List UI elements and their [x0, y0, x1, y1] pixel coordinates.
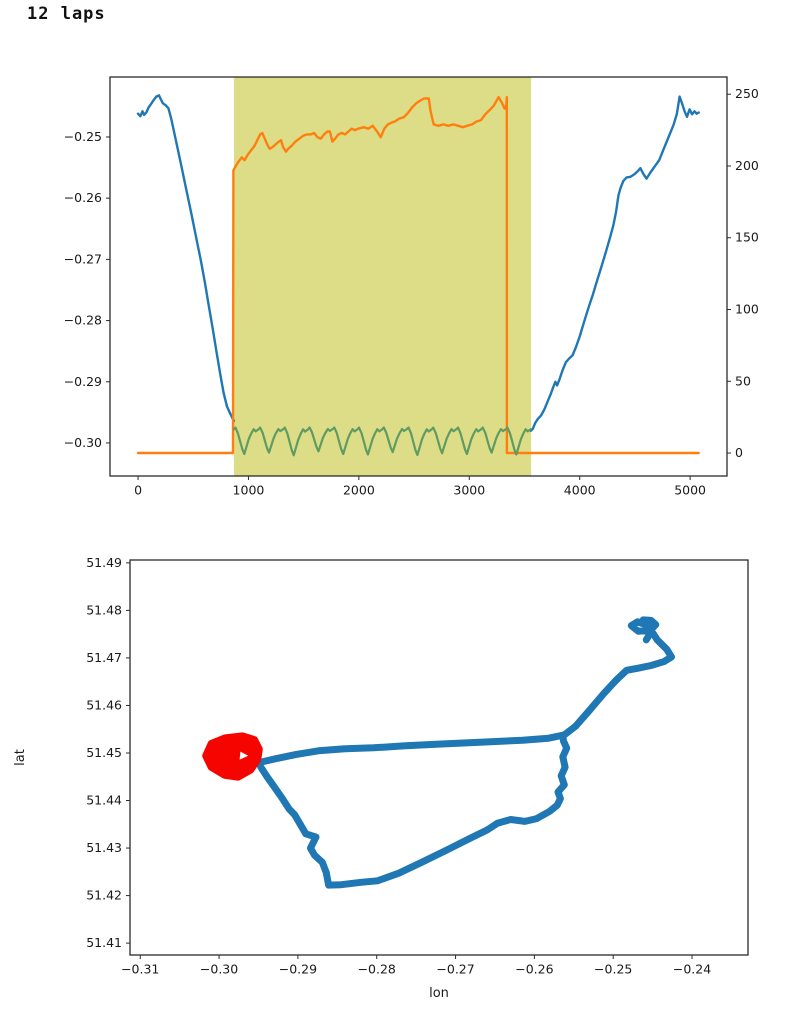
bottom-chart-canvas: −0.31 −0.30 −0.29 −0.28 −0.27 −0.26 −0.25 −0.24… [13, 555, 749, 1001]
x-tick-label: 1000 [233, 483, 265, 498]
series-lon-after-laps [529, 95, 700, 432]
lat-y-tick-label: 51.44 [86, 793, 122, 808]
page-title: 12 laps [27, 4, 106, 24]
left-y-tick-label: −0.28 [64, 313, 102, 328]
x-tick-label: −0.26 [515, 962, 553, 977]
x-tick-label: −0.25 [594, 962, 632, 977]
series-lon-before-laps [136, 94, 236, 423]
lat-y-tick-label: 51.42 [86, 888, 122, 903]
laps-highlight-span [233, 77, 532, 476]
x-tick-label: 5000 [674, 483, 706, 498]
left-y-tick-label: −0.30 [64, 435, 102, 450]
x-tick-label: 3000 [453, 483, 485, 498]
lat-y-tick-label: 51.41 [86, 935, 122, 950]
lat-y-tick-label: 51.43 [86, 840, 122, 855]
x-tick-label: 0 [134, 483, 142, 498]
lat-y-tick-label: 51.48 [86, 602, 122, 617]
left-y-tick-label: −0.25 [64, 129, 102, 144]
right-y-tick-label: 250 [735, 86, 759, 101]
series-lap-cluster [202, 732, 263, 781]
x-axis-label: lon [429, 986, 449, 1001]
top-chart-canvas: 0 1000 2000 3000 4000 5000−0.30−0.29−0.28−0.2… [64, 76, 759, 498]
x-tick-label: −0.30 [200, 962, 238, 977]
right-y-tick-label: 200 [735, 158, 759, 173]
x-tick-label: 2000 [343, 483, 375, 498]
right-y-tick-label: 0 [735, 445, 743, 460]
series-signal-right-axis [136, 95, 700, 455]
lat-y-tick-label: 51.45 [86, 745, 122, 760]
bottom-chart-frame [129, 559, 749, 956]
right-y-tick-label: 100 [735, 302, 759, 317]
x-tick-label: 4000 [564, 483, 596, 498]
right-y-tick-label: 150 [735, 230, 759, 245]
series-gps-route [255, 616, 675, 889]
right-y-tick-label: 50 [735, 373, 751, 388]
x-tick-label: −0.31 [121, 962, 159, 977]
top-chart-frame [109, 76, 728, 477]
lat-y-tick-label: 51.46 [86, 697, 122, 712]
x-tick-label: −0.27 [436, 962, 474, 977]
lat-y-tick-label: 51.47 [86, 650, 122, 665]
series-laps-zigzag [232, 426, 532, 457]
x-tick-label: −0.29 [279, 962, 317, 977]
lat-y-tick-label: 51.49 [86, 555, 122, 570]
left-y-tick-label: −0.27 [64, 251, 102, 266]
left-y-tick-label: −0.29 [64, 374, 102, 389]
x-tick-label: −0.24 [673, 962, 711, 977]
left-y-tick-label: −0.26 [64, 190, 102, 205]
y-axis-label: lat [13, 749, 28, 766]
x-tick-label: −0.28 [358, 962, 396, 977]
lap-cluster-notch [239, 751, 249, 760]
